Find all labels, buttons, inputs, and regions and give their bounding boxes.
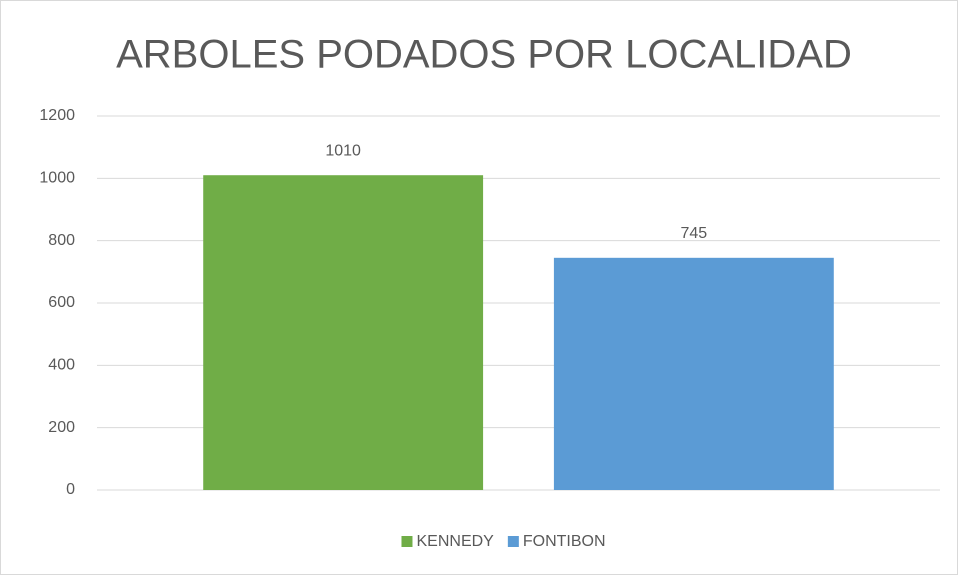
y-tick-label: 400	[48, 357, 75, 374]
y-tick-label: 600	[48, 294, 75, 311]
bar	[553, 257, 834, 490]
chart-title: ARBOLES PODADOS POR LOCALIDAD	[116, 33, 852, 77]
y-tick-label: 0	[66, 481, 75, 498]
legend-swatch	[401, 536, 413, 547]
data-label: 745	[680, 225, 707, 242]
legend-label: FONTIBON	[523, 533, 606, 550]
bar	[203, 175, 484, 490]
legend-swatch	[507, 536, 519, 547]
legend-label: KENNEDY	[416, 533, 494, 550]
data-label: 1010	[325, 142, 361, 159]
y-tick-label: 800	[48, 232, 75, 249]
y-tick-label: 1000	[39, 170, 75, 187]
y-tick-label: 200	[48, 419, 75, 436]
y-tick-label: 1200	[39, 107, 75, 124]
